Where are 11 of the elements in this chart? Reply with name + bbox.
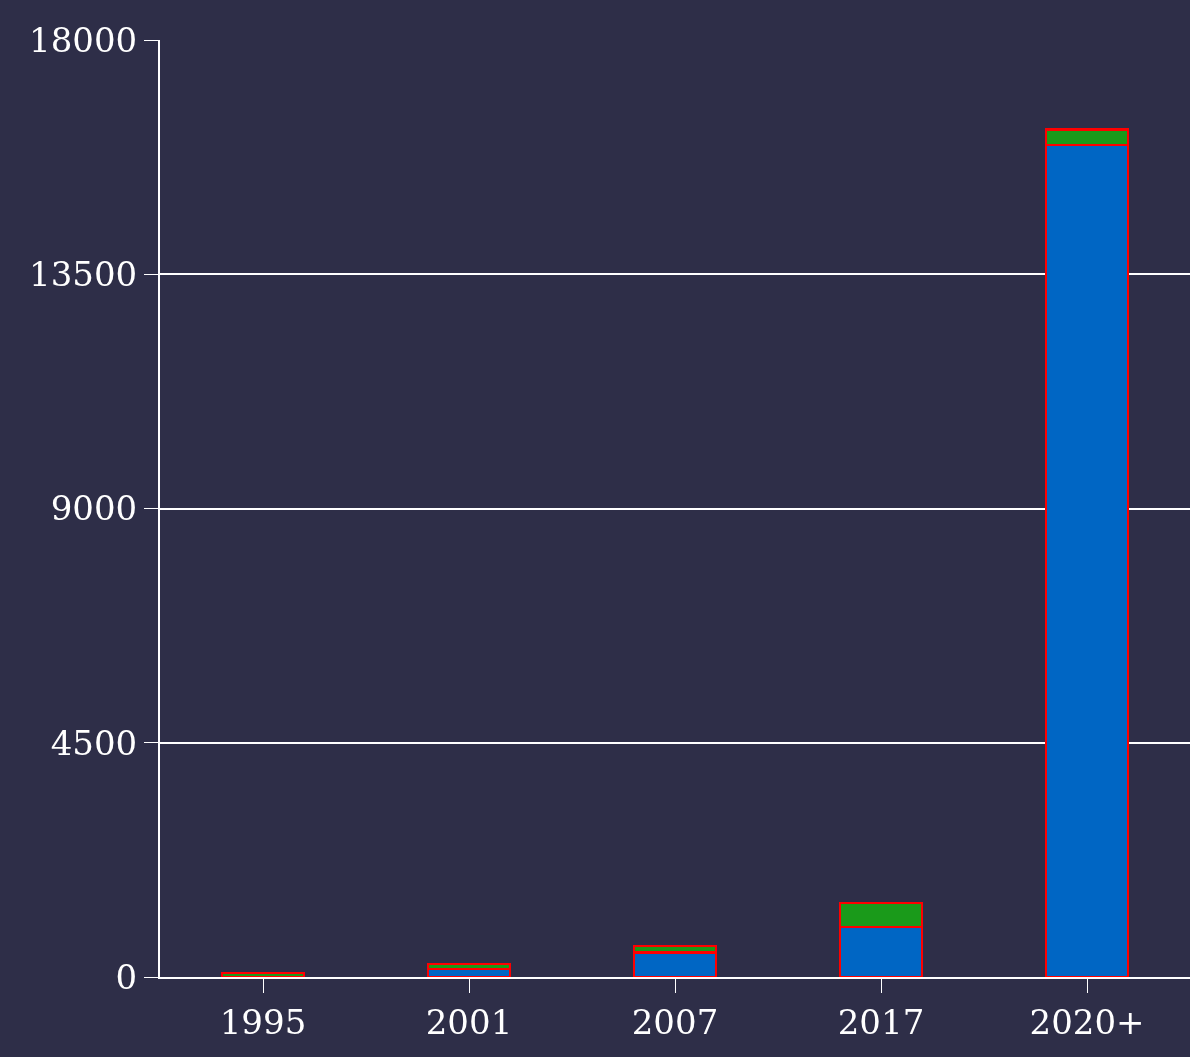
y-tick-label: 4500: [50, 722, 138, 763]
x-tick-label: 2020+: [1029, 1001, 1145, 1042]
x-tick-label: 2017: [837, 1001, 925, 1042]
x-tick-label: 1995: [219, 1001, 307, 1042]
bar: [220, 971, 306, 977]
x-tick-label: 2001: [425, 1001, 513, 1042]
y-tick-label: 18000: [29, 19, 138, 60]
x-tick-label: 2007: [631, 1001, 719, 1042]
y-tick-label: 9000: [50, 488, 138, 529]
y-tick-label: 0: [115, 956, 138, 997]
y-tick-label: 13500: [29, 254, 138, 295]
